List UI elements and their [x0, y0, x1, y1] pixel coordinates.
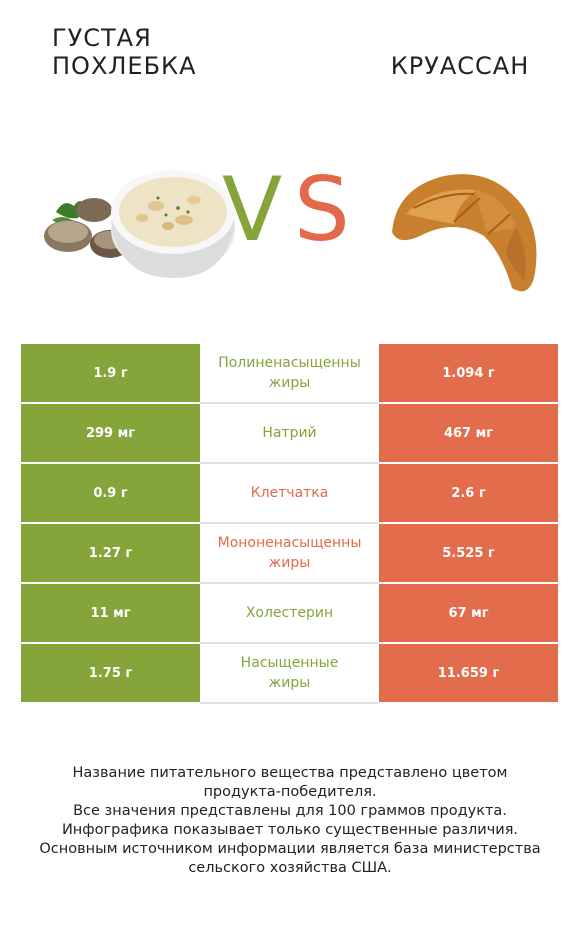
left-food-title-line2: ПОХЛЕБКА [52, 52, 197, 80]
footer-line: Основным источником информации является … [39, 841, 541, 857]
left-value: 1.75 г [21, 644, 200, 702]
footer-line: Название питательного вещества представл… [72, 765, 508, 781]
left-value: 299 мг [21, 404, 200, 462]
table-row: 11 мг Холестерин 67 мг [21, 584, 558, 644]
nutrient-name: Холестерин [200, 584, 379, 642]
left-value: 1.9 г [21, 344, 200, 402]
row-divider [200, 642, 379, 644]
right-value: 2.6 г [379, 464, 558, 522]
table-row: 0.9 г Клетчатка 2.6 г [21, 464, 558, 524]
right-food-title: КРУАССАН [390, 52, 530, 80]
nutrient-name-line2: жиры [268, 375, 311, 391]
right-value: 1.094 г [379, 344, 558, 402]
footer-notes: Название питательного вещества представл… [20, 764, 560, 878]
row-divider [200, 582, 379, 584]
right-value: 67 мг [379, 584, 558, 642]
left-value: 11 мг [21, 584, 200, 642]
croissant-image [384, 158, 544, 298]
right-value: 11.659 г [379, 644, 558, 702]
table-row: 1.9 г Полиненасыщенны жиры 1.094 г [21, 344, 558, 404]
table-row: 299 мг Натрий 467 мг [21, 404, 558, 464]
nutrient-name: Мононенасыщенны жиры [200, 524, 379, 582]
left-food-title-line1: ГУСТАЯ [52, 24, 152, 52]
nutrient-name: Клетчатка [200, 464, 379, 522]
footer-line: сельского хозяйства США. [188, 860, 392, 876]
row-divider [200, 702, 379, 704]
footer-line: Инфографика показывает только существенн… [61, 822, 519, 838]
nutrient-name-line2: жиры [268, 675, 311, 691]
nutrient-name-line1: Холестерин [245, 605, 334, 621]
nutrient-name-line1: Мононенасыщенны [217, 535, 362, 551]
left-food-title: ГУСТАЯ ПОХЛЕБКА [52, 24, 222, 80]
vs-label: V S [222, 160, 352, 260]
right-value: 5.525 г [379, 524, 558, 582]
nutrient-name: Полиненасыщенны жиры [200, 344, 379, 402]
nutrient-name-line1: Насыщенные [240, 655, 339, 671]
left-value: 1.27 г [21, 524, 200, 582]
vs-v: V [222, 158, 283, 261]
nutrient-name: Насыщенные жиры [200, 644, 379, 702]
nutrient-name-line2: жиры [268, 555, 311, 571]
left-value: 0.9 г [21, 464, 200, 522]
nutrient-name: Натрий [200, 404, 379, 462]
footer-line: продукта-победителя. [203, 784, 377, 800]
row-divider [200, 462, 379, 464]
vs-s: S [294, 158, 350, 261]
footer-line: Все значения представлены для 100 граммо… [73, 803, 507, 819]
comparison-table: 1.9 г Полиненасыщенны жиры 1.094 г 299 мг… [21, 344, 558, 704]
nutrient-name-line1: Клетчатка [250, 485, 329, 501]
chowder-image [38, 160, 238, 280]
table-row: 1.27 г Мононенасыщенны жиры 5.525 г [21, 524, 558, 584]
table-row: 1.75 г Насыщенные жиры 11.659 г [21, 644, 558, 704]
right-value: 467 мг [379, 404, 558, 462]
row-divider [200, 522, 379, 524]
nutrient-name-line1: Натрий [262, 425, 317, 441]
row-divider [200, 402, 379, 404]
nutrient-name-line1: Полиненасыщенны [218, 355, 361, 371]
